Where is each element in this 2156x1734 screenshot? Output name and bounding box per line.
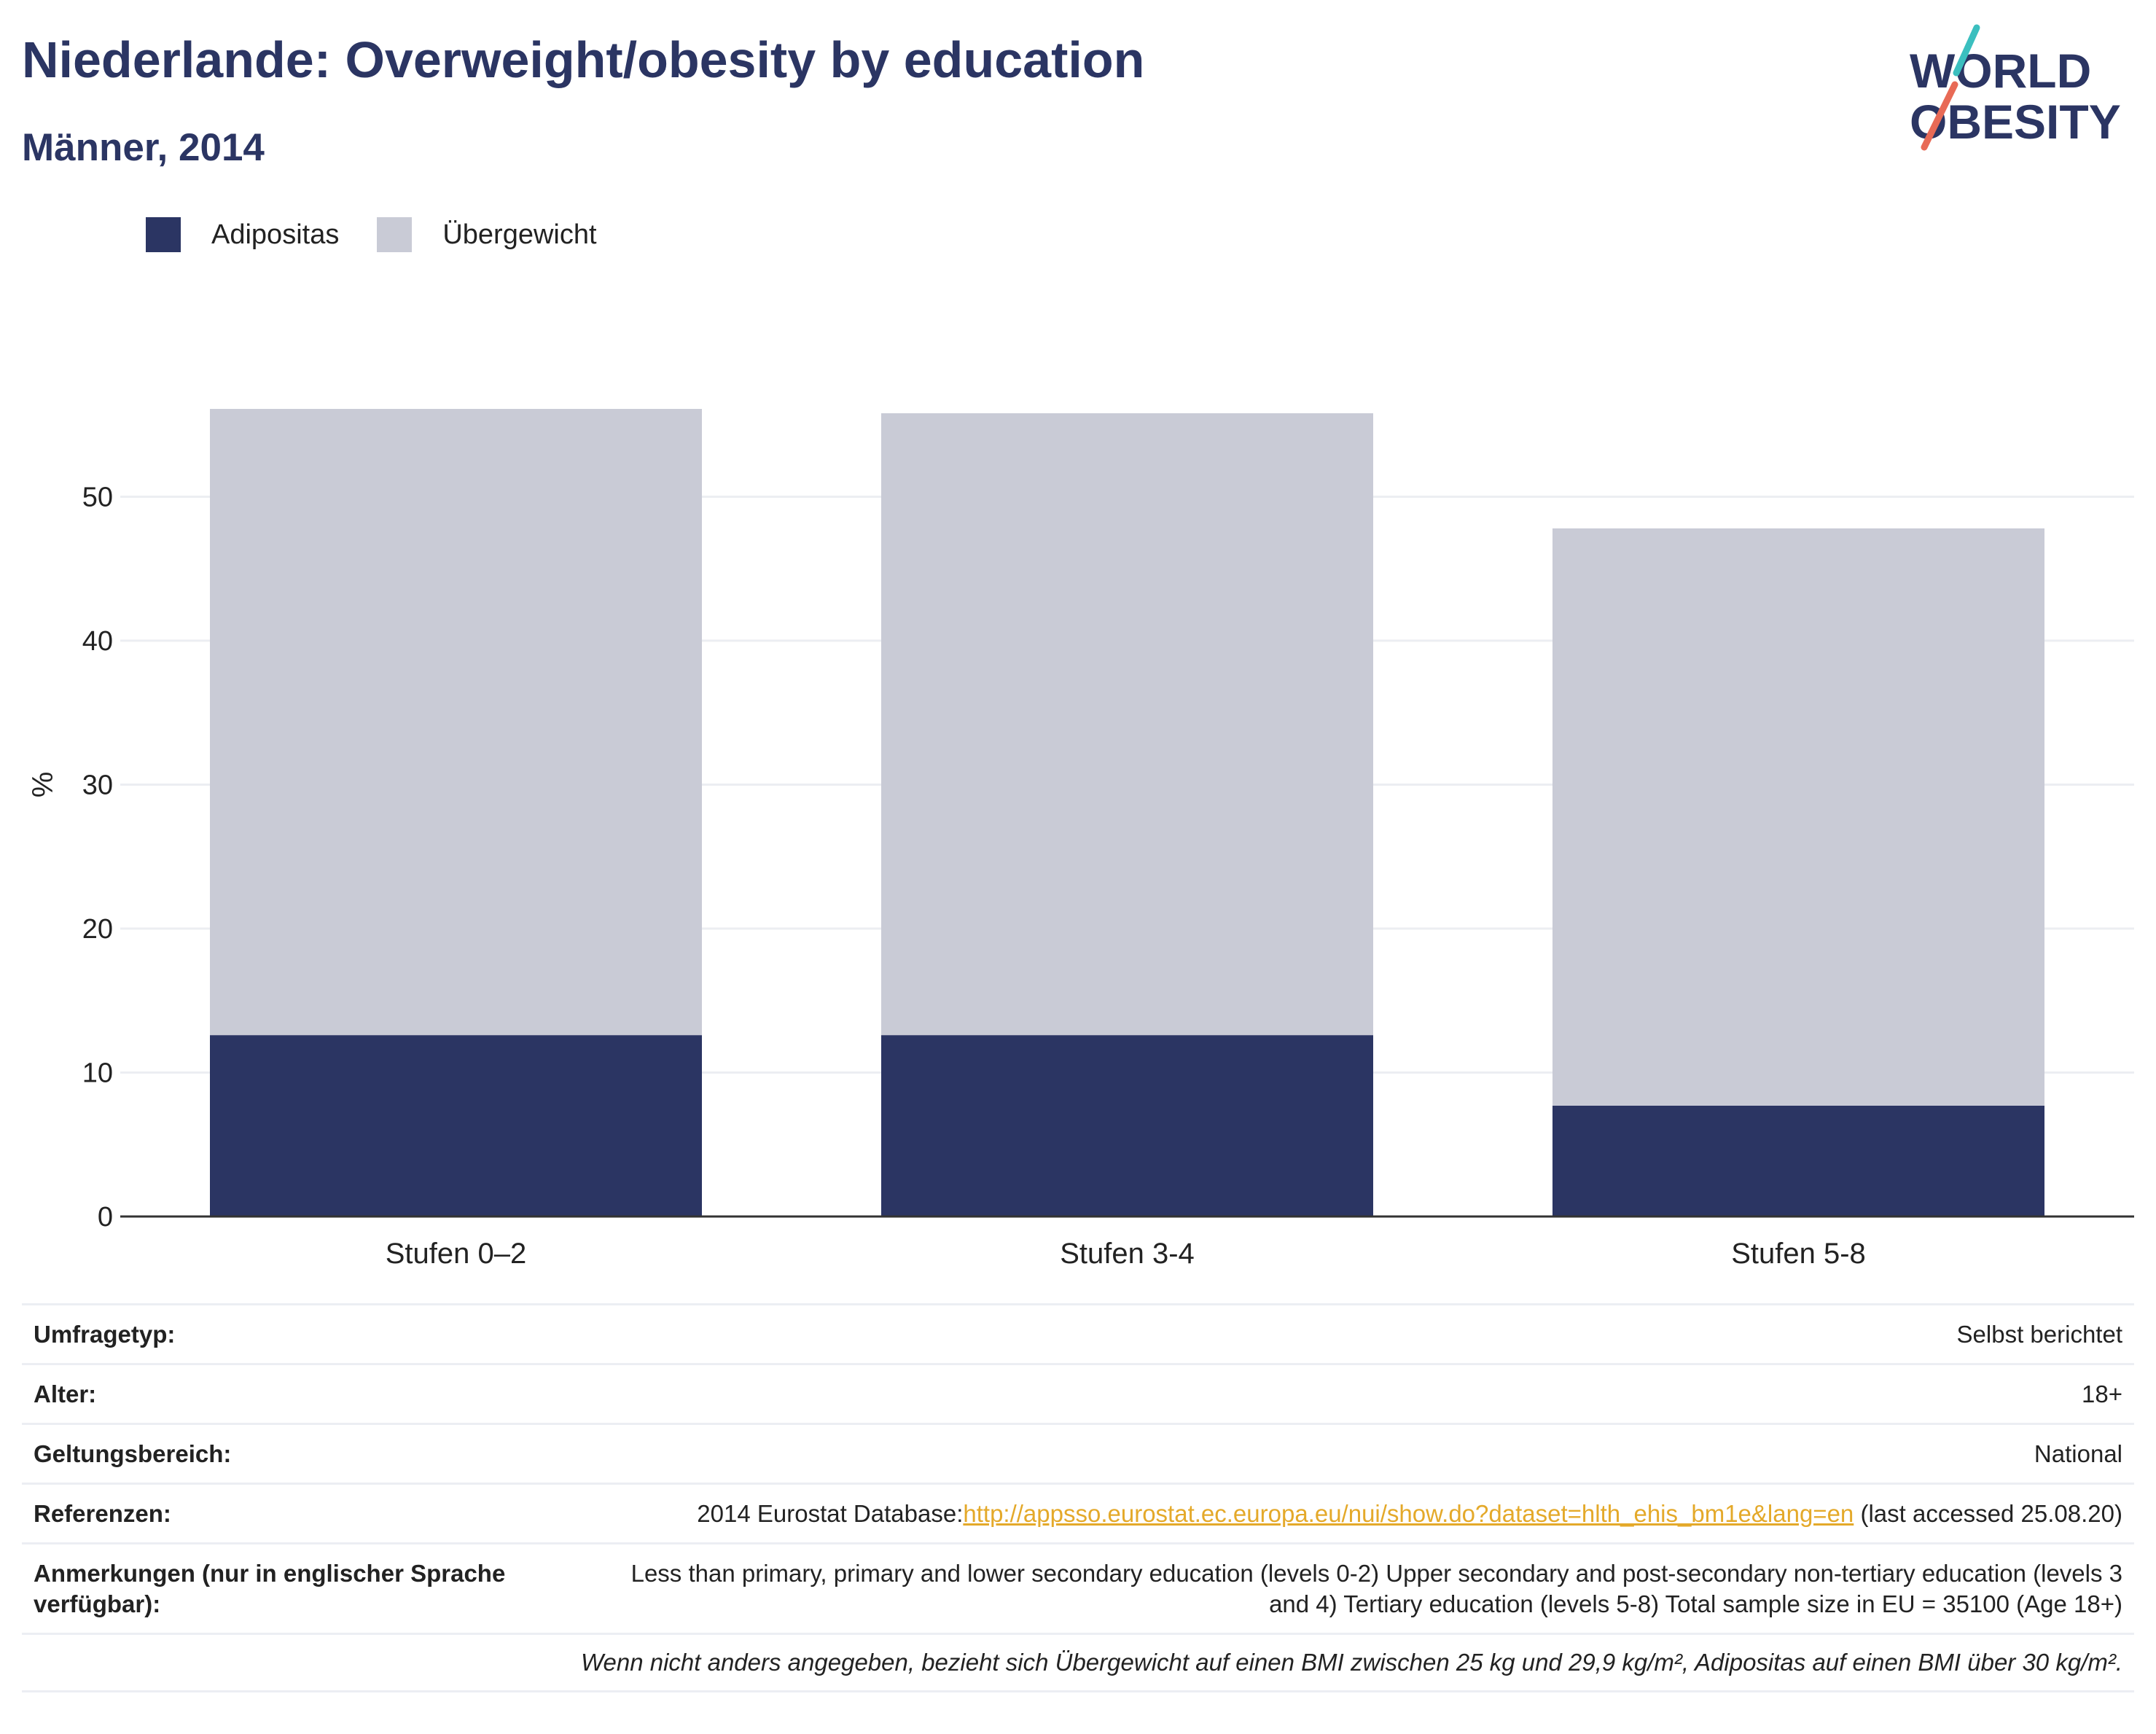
y-tick-label-10: 10: [82, 1058, 113, 1089]
legend-label-obesity: Adipositas: [211, 219, 340, 250]
scope-label: Geltungsbereich:: [34, 1440, 232, 1467]
bar-overweight-2: [881, 413, 1373, 1036]
x-tick-label-1: Stufen 0–2: [386, 1238, 527, 1270]
x-tick-label-3: Stufen 5-8: [1731, 1238, 1866, 1270]
legend-item-overweight[interactable]: Übergewicht: [377, 217, 597, 252]
references-prefix: 2014 Eurostat Database:: [697, 1499, 964, 1527]
references-value: 2014 Eurostat Database:http://appsso.eur…: [587, 1499, 2122, 1529]
metadata-table: Umfragetyp: Selbst berichtet Alter: 18+ …: [22, 1303, 2134, 1692]
x-tick-label-2: Stufen 3-4: [1060, 1238, 1195, 1270]
scope-value: National: [2034, 1440, 2122, 1467]
logo-slash-bottom: [1921, 81, 1958, 151]
stacked-bar-chart: 0 10 20 30 40 50% Stufen 0–2 Stufen 3-4 Stufen 5…: [27, 409, 2134, 1270]
references-label: Referenzen:: [34, 1499, 171, 1527]
survey-type-value: Selbst berichtet: [1956, 1320, 2122, 1348]
chart-subtitle: Männer, 2014: [22, 126, 265, 169]
bar-obesity-3: [1552, 1105, 2044, 1216]
legend-label-overweight: Übergewicht: [442, 219, 597, 250]
legend-swatch-obesity: [146, 217, 181, 252]
notes-value: Less than primary, primary and lower sec…: [630, 1559, 2122, 1617]
info-row-footnote: Wenn nicht anders angegeben, bezieht sic…: [22, 1633, 2134, 1692]
survey-type-label: Umfragetyp:: [34, 1320, 176, 1348]
legend-item-obesity[interactable]: Adipositas: [146, 217, 339, 252]
y-tick-label-50: 50: [82, 483, 113, 513]
age-label: Alter:: [34, 1380, 97, 1407]
references-suffix: (last accessed 25.08.20): [1854, 1499, 2122, 1527]
world-obesity-logo: WORLD OBESITY: [1910, 24, 2121, 151]
bar-obesity-1: [210, 1035, 702, 1216]
y-tick-label-0: 0: [98, 1202, 113, 1233]
chart-legend: Adipositas Übergewicht: [146, 217, 635, 252]
references-link[interactable]: http://appsso.eurostat.ec.europa.eu/nui/…: [963, 1499, 1854, 1527]
y-tick-label-30: 30: [82, 770, 113, 801]
info-row-scope: Geltungsbereich: National: [22, 1423, 2134, 1483]
y-tick-label-40: 40: [82, 626, 113, 657]
bar-overweight-3: [1552, 528, 2044, 1106]
y-axis-label: %: [27, 772, 59, 798]
info-row-age: Alter: 18+: [22, 1363, 2134, 1423]
info-row-notes: Anmerkungen (nur in englischer Sprache v…: [22, 1542, 2134, 1633]
notes-label: Anmerkungen (nur in englischer Sprache v…: [34, 1559, 506, 1617]
bar-obesity-2: [881, 1035, 1373, 1216]
info-row-references: Referenzen: 2014 Eurostat Database:http:…: [22, 1483, 2134, 1542]
info-row-survey-type: Umfragetyp: Selbst berichtet: [22, 1303, 2134, 1363]
chart-title: Niederlande: Overweight/obesity by educa…: [22, 31, 1145, 88]
footnote-text: Wenn nicht anders angegeben, bezieht sic…: [580, 1649, 2122, 1676]
logo-line1: WORLD: [1910, 44, 2091, 98]
logo-slash-top: [1953, 24, 1980, 77]
bar-overweight-1: [210, 409, 702, 1036]
age-value: 18+: [2082, 1380, 2122, 1407]
y-tick-label-20: 20: [82, 914, 113, 945]
legend-swatch-overweight: [377, 217, 413, 252]
